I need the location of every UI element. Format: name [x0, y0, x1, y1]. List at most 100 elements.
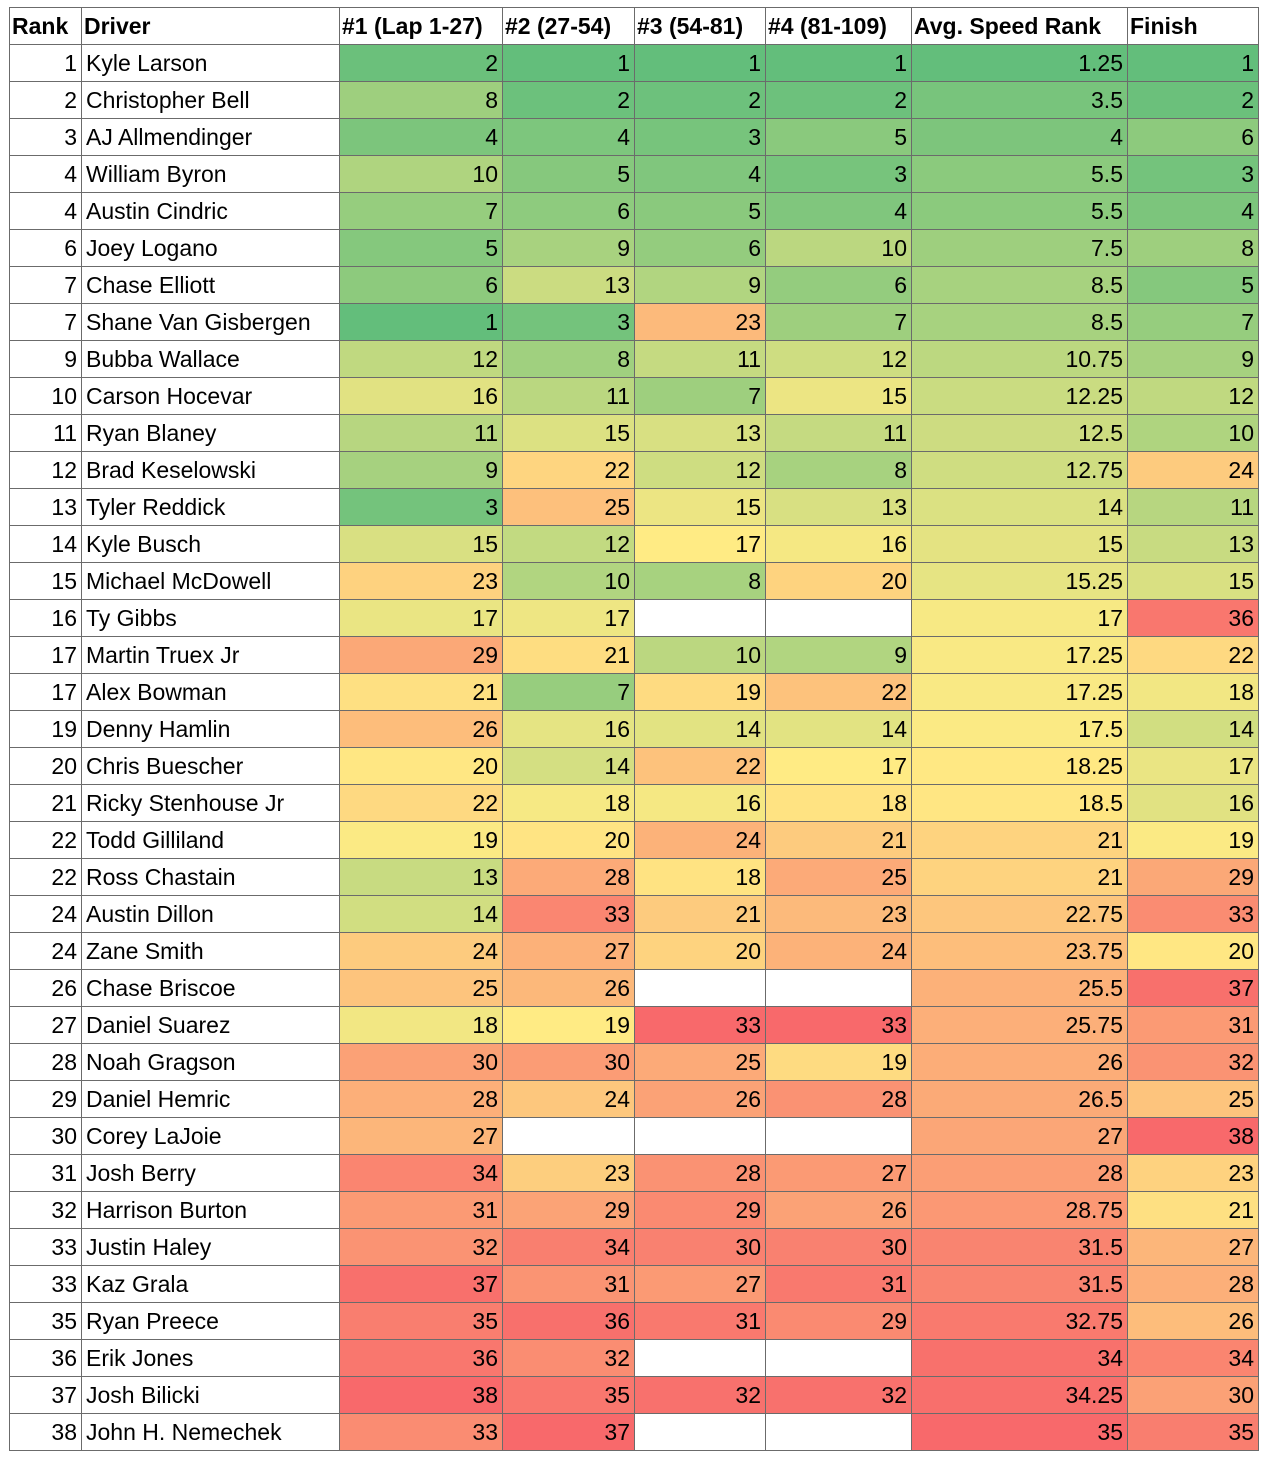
cell-stage-4[interactable]: 23 — [765, 895, 912, 933]
cell-rank[interactable]: 31 — [9, 1154, 82, 1192]
cell-stage-4[interactable]: 2 — [765, 81, 912, 119]
cell-stage-3[interactable]: 17 — [634, 525, 766, 563]
cell-stage-3[interactable]: 27 — [634, 1265, 766, 1303]
cell-stage-4[interactable]: 5 — [765, 118, 912, 156]
cell-finish[interactable]: 10 — [1127, 414, 1259, 452]
cell-stage-1[interactable]: 17 — [339, 599, 503, 637]
cell-stage-2[interactable]: 26 — [502, 969, 635, 1007]
cell-finish[interactable]: 21 — [1127, 1191, 1259, 1229]
cell-stage-2[interactable]: 28 — [502, 858, 635, 896]
cell-stage-1[interactable]: 3 — [339, 488, 503, 526]
cell-rank[interactable]: 26 — [9, 969, 82, 1007]
cell-rank[interactable]: 19 — [9, 710, 82, 748]
cell-stage-4[interactable]: 14 — [765, 710, 912, 748]
cell-stage-2[interactable]: 37 — [502, 1413, 635, 1451]
cell-driver[interactable]: Kaz Grala — [81, 1265, 340, 1303]
cell-avg-speed-rank[interactable]: 25.75 — [911, 1006, 1128, 1044]
cell-stage-4[interactable]: 8 — [765, 451, 912, 489]
cell-stage-2[interactable]: 31 — [502, 1265, 635, 1303]
cell-stage-3[interactable]: 29 — [634, 1191, 766, 1229]
cell-stage-4[interactable] — [765, 599, 912, 637]
cell-finish[interactable]: 36 — [1127, 599, 1259, 637]
cell-rank[interactable]: 32 — [9, 1191, 82, 1229]
cell-finish[interactable]: 14 — [1127, 710, 1259, 748]
cell-stage-2[interactable]: 5 — [502, 155, 635, 193]
cell-stage-2[interactable]: 17 — [502, 599, 635, 637]
cell-rank[interactable]: 7 — [9, 266, 82, 304]
cell-stage-4[interactable]: 1 — [765, 44, 912, 82]
cell-stage-2[interactable]: 8 — [502, 340, 635, 378]
cell-rank[interactable]: 22 — [9, 858, 82, 896]
cell-driver[interactable]: Austin Cindric — [81, 192, 340, 230]
cell-rank[interactable]: 4 — [9, 192, 82, 230]
cell-avg-speed-rank[interactable]: 22.75 — [911, 895, 1128, 933]
cell-stage-3[interactable]: 9 — [634, 266, 766, 304]
cell-avg-speed-rank[interactable]: 21 — [911, 858, 1128, 896]
cell-stage-1[interactable]: 37 — [339, 1265, 503, 1303]
cell-avg-speed-rank[interactable]: 28.75 — [911, 1191, 1128, 1229]
cell-stage-4[interactable]: 11 — [765, 414, 912, 452]
header-driver[interactable]: Driver — [81, 7, 340, 45]
cell-finish[interactable]: 30 — [1127, 1376, 1259, 1414]
cell-stage-2[interactable]: 4 — [502, 118, 635, 156]
cell-stage-4[interactable] — [765, 1117, 912, 1155]
header-stage-1[interactable]: #1 (Lap 1-27) — [339, 7, 503, 45]
cell-finish[interactable]: 2 — [1127, 81, 1259, 119]
cell-rank[interactable]: 30 — [9, 1117, 82, 1155]
cell-finish[interactable]: 20 — [1127, 932, 1259, 970]
cell-driver[interactable]: Harrison Burton — [81, 1191, 340, 1229]
cell-stage-1[interactable]: 13 — [339, 858, 503, 896]
cell-rank[interactable]: 29 — [9, 1080, 82, 1118]
cell-avg-speed-rank[interactable]: 35 — [911, 1413, 1128, 1451]
cell-finish[interactable]: 18 — [1127, 673, 1259, 711]
cell-stage-3[interactable]: 30 — [634, 1228, 766, 1266]
cell-stage-1[interactable]: 29 — [339, 636, 503, 674]
cell-rank[interactable]: 28 — [9, 1043, 82, 1081]
cell-avg-speed-rank[interactable]: 21 — [911, 821, 1128, 859]
cell-stage-1[interactable]: 5 — [339, 229, 503, 267]
cell-rank[interactable]: 13 — [9, 488, 82, 526]
cell-avg-speed-rank[interactable]: 14 — [911, 488, 1128, 526]
cell-stage-3[interactable]: 6 — [634, 229, 766, 267]
cell-stage-3[interactable]: 21 — [634, 895, 766, 933]
cell-stage-4[interactable]: 19 — [765, 1043, 912, 1081]
cell-finish[interactable]: 5 — [1127, 266, 1259, 304]
cell-stage-3[interactable] — [634, 969, 766, 1007]
cell-stage-1[interactable]: 8 — [339, 81, 503, 119]
cell-rank[interactable]: 2 — [9, 81, 82, 119]
cell-driver[interactable]: AJ Allmendinger — [81, 118, 340, 156]
cell-stage-4[interactable]: 20 — [765, 562, 912, 600]
cell-stage-3[interactable]: 20 — [634, 932, 766, 970]
cell-finish[interactable]: 4 — [1127, 192, 1259, 230]
cell-avg-speed-rank[interactable]: 5.5 — [911, 155, 1128, 193]
cell-driver[interactable]: Zane Smith — [81, 932, 340, 970]
cell-stage-2[interactable]: 1 — [502, 44, 635, 82]
cell-stage-4[interactable]: 7 — [765, 303, 912, 341]
cell-stage-1[interactable]: 14 — [339, 895, 503, 933]
cell-stage-3[interactable]: 32 — [634, 1376, 766, 1414]
cell-rank[interactable]: 21 — [9, 784, 82, 822]
cell-avg-speed-rank[interactable]: 5.5 — [911, 192, 1128, 230]
cell-driver[interactable]: Carson Hocevar — [81, 377, 340, 415]
cell-finish[interactable]: 19 — [1127, 821, 1259, 859]
cell-rank[interactable]: 10 — [9, 377, 82, 415]
cell-stage-3[interactable]: 26 — [634, 1080, 766, 1118]
cell-stage-4[interactable]: 10 — [765, 229, 912, 267]
cell-rank[interactable]: 20 — [9, 747, 82, 785]
cell-finish[interactable]: 38 — [1127, 1117, 1259, 1155]
cell-stage-2[interactable]: 3 — [502, 303, 635, 341]
cell-stage-2[interactable]: 24 — [502, 1080, 635, 1118]
cell-avg-speed-rank[interactable]: 27 — [911, 1117, 1128, 1155]
cell-rank[interactable]: 37 — [9, 1376, 82, 1414]
cell-driver[interactable]: Josh Bilicki — [81, 1376, 340, 1414]
cell-stage-3[interactable] — [634, 1117, 766, 1155]
cell-rank[interactable]: 33 — [9, 1228, 82, 1266]
cell-stage-3[interactable]: 1 — [634, 44, 766, 82]
cell-finish[interactable]: 35 — [1127, 1413, 1259, 1451]
cell-stage-2[interactable]: 16 — [502, 710, 635, 748]
cell-stage-2[interactable]: 7 — [502, 673, 635, 711]
cell-rank[interactable]: 14 — [9, 525, 82, 563]
cell-stage-3[interactable]: 2 — [634, 81, 766, 119]
cell-avg-speed-rank[interactable]: 15 — [911, 525, 1128, 563]
cell-stage-3[interactable] — [634, 1413, 766, 1451]
